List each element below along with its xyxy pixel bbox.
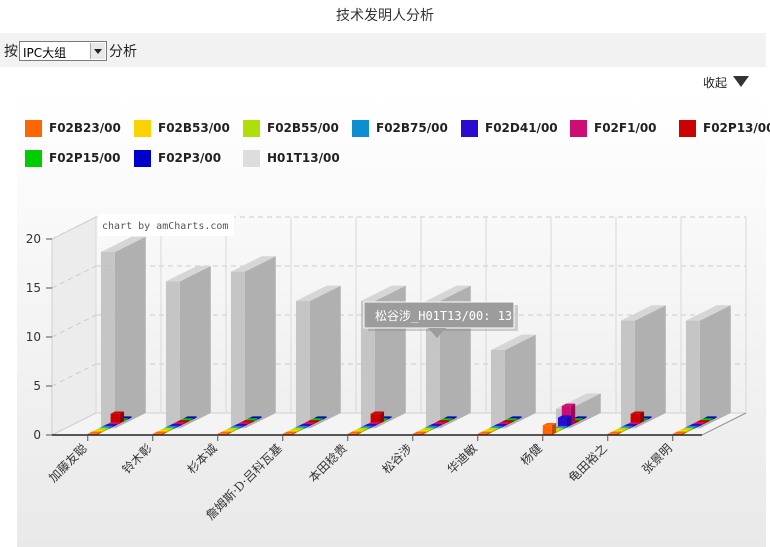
bar-front	[491, 350, 505, 428]
bar-side	[310, 286, 341, 429]
y-tick-label: 10	[26, 330, 41, 344]
bar-side	[700, 305, 731, 428]
bar	[166, 266, 211, 428]
y-tick-label: 15	[26, 281, 41, 295]
x-tick-label: 铃木彰	[119, 441, 155, 477]
bar-front	[621, 321, 635, 429]
bar	[631, 412, 644, 424]
x-tick-label: 张景明	[640, 441, 675, 476]
bar-side	[115, 237, 146, 429]
bar-side	[571, 404, 575, 426]
x-tick-label: 加藤友聪	[46, 441, 90, 485]
bar	[686, 305, 731, 428]
bar	[101, 237, 146, 429]
bar	[543, 423, 556, 435]
bar-front	[101, 252, 115, 428]
x-tick-label: 杉本诚	[185, 441, 220, 476]
bar-front	[686, 321, 700, 429]
y-tick-label: 0	[33, 428, 41, 442]
bar-side	[245, 256, 276, 428]
x-tick-label: 杨健	[517, 441, 545, 469]
left-wall	[52, 217, 96, 435]
tooltip-text: 松谷涉_H01T13/00: 13	[375, 309, 512, 323]
bar-front	[296, 301, 310, 428]
x-tick-label: 龟田裕之	[565, 441, 610, 486]
bar	[111, 412, 124, 424]
bar	[231, 256, 276, 428]
bar-side	[505, 335, 536, 429]
watermark-text: chart by amCharts.com	[102, 221, 228, 232]
bar-front	[166, 281, 180, 428]
bar	[558, 415, 571, 427]
bar	[371, 412, 384, 424]
bar-side	[635, 305, 666, 428]
bar	[621, 305, 666, 428]
bar-front	[231, 272, 245, 429]
x-tick-label: 本田稔贵	[306, 441, 350, 485]
bar-front	[543, 425, 552, 435]
bar-side	[180, 266, 211, 428]
y-tick-label: 5	[33, 379, 41, 393]
x-tick-label: 松谷涉	[380, 441, 415, 476]
bar	[491, 335, 536, 429]
y-tick-label: 20	[26, 232, 41, 246]
x-tick-label: 华迪敏	[444, 441, 480, 477]
bar	[296, 286, 341, 429]
